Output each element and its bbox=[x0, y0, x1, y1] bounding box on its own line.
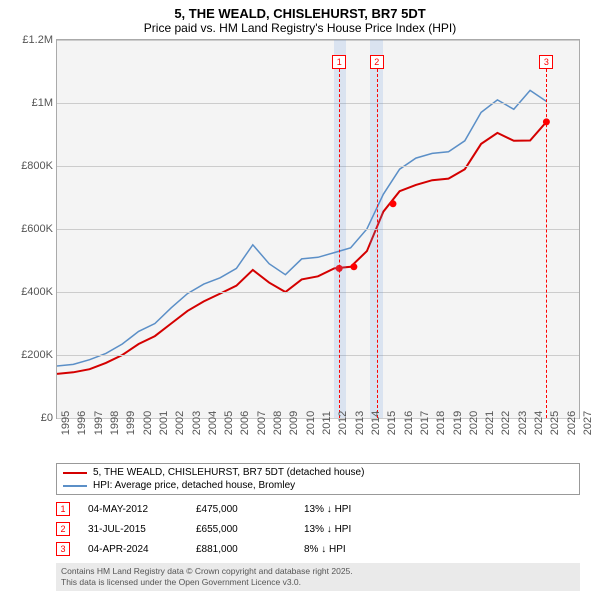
x-tick-label: 2023 bbox=[517, 411, 529, 435]
series-price_paid bbox=[57, 122, 546, 374]
x-tick-label: 2025 bbox=[549, 411, 561, 435]
legend-item: HPI: Average price, detached house, Brom… bbox=[63, 479, 573, 492]
x-tick-label: 2024 bbox=[533, 411, 545, 435]
legend: 5, THE WEALD, CHISLEHURST, BR7 5DT (deta… bbox=[56, 463, 580, 495]
x-tick-label: 2013 bbox=[354, 411, 366, 435]
table-marker: 1 bbox=[56, 502, 70, 516]
data-point bbox=[390, 200, 397, 207]
x-tick-label: 2020 bbox=[468, 411, 480, 435]
table-price: £881,000 bbox=[196, 544, 286, 555]
table-diff: 13% ↓ HPI bbox=[304, 504, 351, 515]
legend-label: 5, THE WEALD, CHISLEHURST, BR7 5DT (deta… bbox=[93, 467, 364, 478]
legend-swatch bbox=[63, 485, 87, 487]
table-diff: 8% ↓ HPI bbox=[304, 544, 346, 555]
table-row: 2 31-JUL-2015 £655,000 13% ↓ HPI bbox=[56, 519, 580, 539]
annotation-box: 3 bbox=[539, 55, 553, 69]
table-row: 3 04-APR-2024 £881,000 8% ↓ HPI bbox=[56, 539, 580, 559]
table-marker: 3 bbox=[56, 542, 70, 556]
annotation-box: 1 bbox=[332, 55, 346, 69]
x-tick-label: 2026 bbox=[566, 411, 578, 435]
x-tick-label: 1999 bbox=[125, 411, 137, 435]
annotation-box: 2 bbox=[370, 55, 384, 69]
table-price: £475,000 bbox=[196, 504, 286, 515]
x-tick-label: 2009 bbox=[288, 411, 300, 435]
x-tick-label: 2015 bbox=[386, 411, 398, 435]
x-tick-label: 1995 bbox=[60, 411, 72, 435]
y-tick-label: £1.2M bbox=[22, 34, 57, 46]
gridline bbox=[57, 292, 579, 293]
x-tick-label: 2011 bbox=[321, 411, 333, 435]
x-tick-label: 2003 bbox=[191, 411, 203, 435]
y-tick-label: £200K bbox=[21, 349, 57, 361]
x-tick-label: 2007 bbox=[256, 411, 268, 435]
chart-subtitle: Price paid vs. HM Land Registry's House … bbox=[10, 21, 590, 35]
legend-item: 5, THE WEALD, CHISLEHURST, BR7 5DT (deta… bbox=[63, 466, 573, 479]
y-tick-label: £1M bbox=[32, 97, 57, 109]
gridline bbox=[57, 166, 579, 167]
x-tick-label: 2006 bbox=[239, 411, 251, 435]
annotation-line bbox=[339, 69, 340, 418]
x-tick-label: 1998 bbox=[109, 411, 121, 435]
gridline bbox=[57, 40, 579, 41]
y-tick-label: £600K bbox=[21, 223, 57, 235]
x-tick-label: 2010 bbox=[305, 411, 317, 435]
x-tick-label: 2002 bbox=[174, 411, 186, 435]
table-row: 1 04-MAY-2012 £475,000 13% ↓ HPI bbox=[56, 499, 580, 519]
x-tick-label: 2027 bbox=[582, 411, 594, 435]
gridline bbox=[57, 355, 579, 356]
price-table: 1 04-MAY-2012 £475,000 13% ↓ HPI 2 31-JUL-201… bbox=[56, 499, 580, 559]
x-tick-label: 2004 bbox=[207, 411, 219, 435]
legend-label: HPI: Average price, detached house, Brom… bbox=[93, 480, 295, 491]
x-tick-label: 1997 bbox=[93, 411, 105, 435]
x-tick-label: 2022 bbox=[500, 411, 512, 435]
footer-attribution: Contains HM Land Registry data © Crown c… bbox=[56, 563, 580, 591]
table-price: £655,000 bbox=[196, 524, 286, 535]
legend-swatch bbox=[63, 472, 87, 474]
x-tick-label: 1996 bbox=[76, 411, 88, 435]
table-diff: 13% ↓ HPI bbox=[304, 524, 351, 535]
annotation-line bbox=[546, 69, 547, 418]
x-tick-label: 2018 bbox=[435, 411, 447, 435]
footer-line2: This data is licensed under the Open Gov… bbox=[61, 577, 575, 588]
x-tick-label: 2016 bbox=[403, 411, 415, 435]
annotation-line bbox=[377, 69, 378, 418]
chart-plot-area: £0£200K£400K£600K£800K£1M£1.2M123 bbox=[56, 39, 580, 419]
gridline bbox=[57, 103, 579, 104]
x-tick-label: 2014 bbox=[370, 411, 382, 435]
chart-title: 5, THE WEALD, CHISLEHURST, BR7 5DT bbox=[10, 6, 590, 21]
y-tick-label: £400K bbox=[21, 286, 57, 298]
y-tick-label: £800K bbox=[21, 160, 57, 172]
x-tick-label: 2021 bbox=[484, 411, 496, 435]
table-date: 04-APR-2024 bbox=[88, 544, 178, 555]
x-tick-label: 2000 bbox=[142, 411, 154, 435]
x-tick-label: 2005 bbox=[223, 411, 235, 435]
table-date: 31-JUL-2015 bbox=[88, 524, 178, 535]
x-tick-label: 2019 bbox=[452, 411, 464, 435]
data-point bbox=[350, 263, 357, 270]
x-tick-label: 2008 bbox=[272, 411, 284, 435]
y-tick-label: £0 bbox=[41, 412, 57, 424]
x-tick-label: 2001 bbox=[158, 411, 170, 435]
gridline bbox=[57, 229, 579, 230]
footer-line1: Contains HM Land Registry data © Crown c… bbox=[61, 566, 575, 577]
table-date: 04-MAY-2012 bbox=[88, 504, 178, 515]
x-tick-label: 2017 bbox=[419, 411, 431, 435]
x-tick-label: 2012 bbox=[337, 411, 349, 435]
x-axis-labels: 1995199619971998199920002001200220032004… bbox=[56, 419, 580, 457]
table-marker: 2 bbox=[56, 522, 70, 536]
